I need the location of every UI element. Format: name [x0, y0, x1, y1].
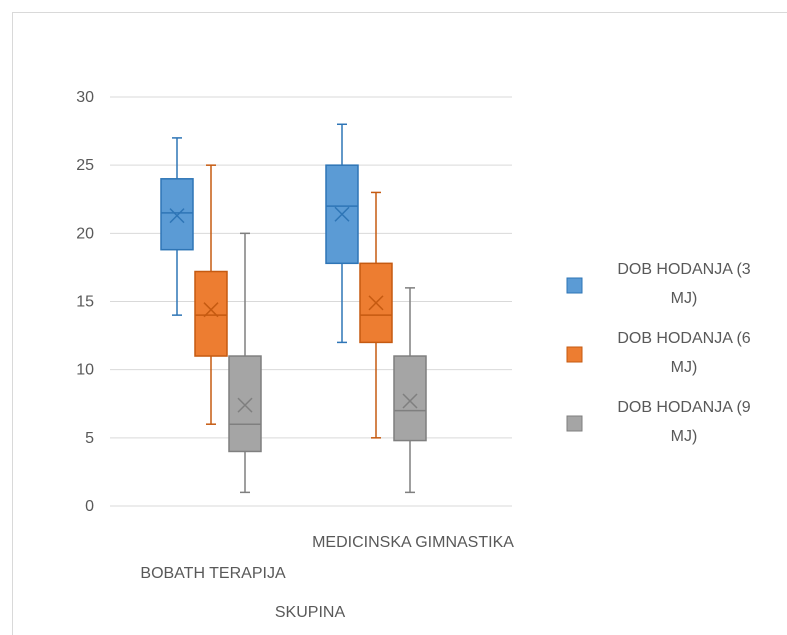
legend-swatch	[566, 415, 583, 432]
box	[228, 355, 262, 453]
category-label: MEDICINSKA GIMNASTIKA	[312, 534, 514, 551]
box	[393, 355, 427, 442]
x-axis-title: SKUPINA	[275, 604, 346, 621]
y-tick-label: 30	[76, 89, 94, 106]
box	[194, 270, 228, 357]
y-tick-label: 5	[85, 430, 94, 447]
legend-label: MJ)	[671, 359, 698, 376]
y-tick-label: 0	[85, 498, 94, 515]
y-tick-label: 10	[76, 362, 94, 379]
chart-frame-left	[12, 12, 13, 635]
mean-marker	[203, 302, 219, 318]
mean-marker	[169, 208, 185, 224]
legend-label: MJ)	[671, 428, 698, 445]
mean-marker	[368, 295, 384, 311]
mean-marker	[402, 393, 418, 409]
mean-marker	[334, 206, 350, 222]
legend-label: MJ)	[671, 290, 698, 307]
legend-label: DOB HODANJA (6	[617, 330, 750, 347]
legend-label: DOB HODANJA (9	[617, 399, 750, 416]
chart-frame-top	[12, 12, 787, 13]
mean-marker	[237, 397, 253, 413]
box	[160, 178, 194, 251]
legend-swatch	[566, 277, 583, 294]
y-tick-label: 20	[76, 225, 94, 242]
y-tick-label: 15	[76, 294, 94, 311]
legend-label: DOB HODANJA (3	[617, 261, 750, 278]
box	[359, 262, 393, 344]
category-label: BOBATH TERAPIJA	[140, 565, 286, 582]
legend-swatch	[566, 346, 583, 363]
y-tick-label: 25	[76, 157, 94, 174]
